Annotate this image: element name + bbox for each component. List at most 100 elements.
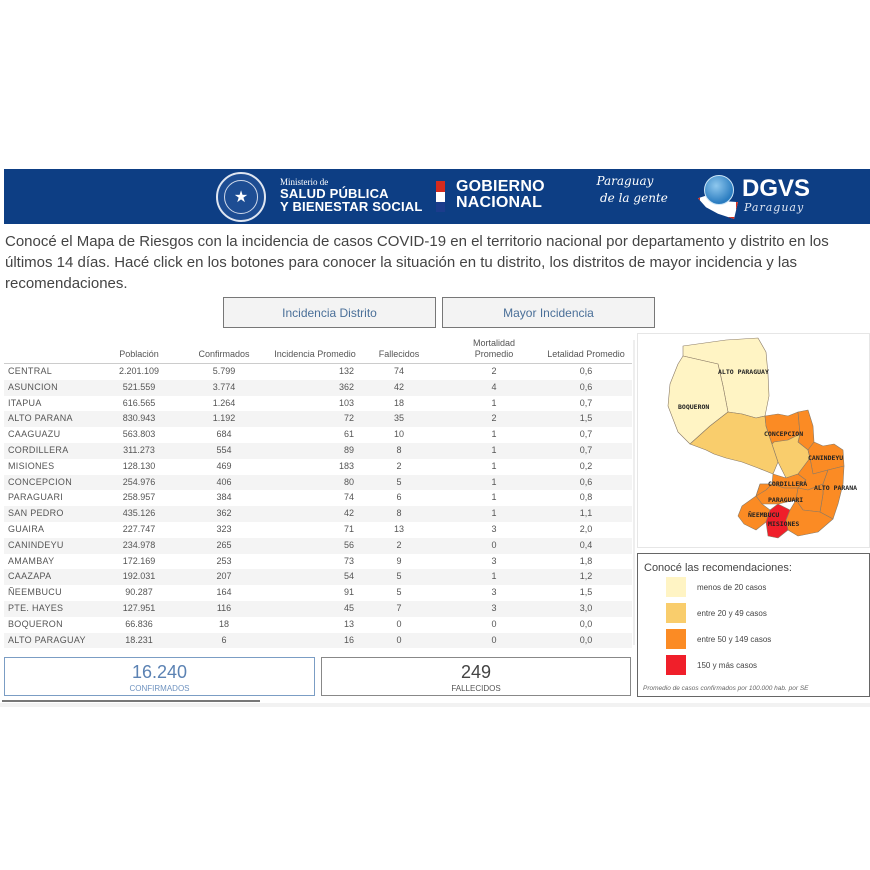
cell-fallecidos: 10 — [393, 429, 404, 440]
cell-incidencia: 89 — [343, 444, 354, 455]
cell-fallecidos: 9 — [396, 555, 402, 566]
cell-confirmados: 406 — [216, 476, 232, 487]
cell-mortalidad: 3 — [491, 523, 497, 534]
region-pte-hayes — [689, 411, 779, 475]
legend-swatch — [666, 577, 686, 597]
cell-confirmados: 116 — [216, 602, 232, 613]
cell-confirmados: 554 — [216, 444, 232, 455]
table-row[interactable]: ÑEEMBUCU 90.287 164 91 5 3 1,5 — [4, 585, 632, 601]
table-row[interactable]: CAAZAPA 192.031 207 54 5 1 1,2 — [4, 569, 632, 586]
risk-map[interactable]: ALTO PARAGUAY BOQUERON CONCEPCION CANIND… — [637, 333, 870, 548]
table-row[interactable]: ALTO PARANA 830.943 1.192 72 35 2 1,5 — [4, 411, 632, 428]
cell-confirmados: 469 — [216, 460, 232, 471]
cell-poblacion: 66.836 — [125, 618, 153, 629]
paraguay-map: ALTO PARAGUAY BOQUERON CONCEPCION CANIND… — [667, 337, 857, 539]
table-body: CENTRAL 2.201.109 5.799 132 74 2 0,6 ASUNCION 52… — [4, 364, 632, 649]
table-row[interactable]: PARAGUARI 258.957 384 74 6 1 0,8 — [4, 490, 632, 506]
cell-poblacion: 435.126 — [122, 508, 156, 519]
cell-confirmados: 684 — [216, 429, 232, 440]
table-row[interactable]: ALTO PARAGUAY 18.231 6 16 0 0 0,0 — [4, 632, 632, 649]
cell-fallecidos: 5 — [396, 571, 402, 582]
cell-poblacion: 830.943 — [122, 413, 156, 424]
table-row[interactable]: ASUNCION 521.559 3.774 362 42 4 0,6 — [4, 379, 632, 396]
cell-fallecidos: 2 — [396, 539, 402, 550]
legend-item-very-high[interactable]: 150 y más casos — [666, 655, 757, 675]
legend-swatch — [666, 603, 686, 623]
cell-department: PTE. HAYES — [8, 602, 64, 613]
cell-fallecidos: 8 — [396, 508, 402, 519]
table-row[interactable]: BOQUERON 66.836 18 13 0 0 0,0 — [4, 617, 632, 633]
table-row[interactable]: MISIONES 128.130 469 183 2 1 0,2 — [4, 459, 632, 475]
star-icon: ★ — [233, 189, 249, 206]
cell-mortalidad: 1 — [491, 429, 497, 440]
cell-mortalidad: 2 — [491, 366, 497, 376]
legend-note: Promedio de casos confirmados por 100.00… — [643, 685, 809, 692]
legend-item-low[interactable]: menos de 20 casos — [666, 577, 766, 597]
table-row[interactable]: CONCEPCION 254.976 406 80 5 1 0,6 — [4, 474, 632, 491]
dgvs-logo-text: DGVS — [742, 175, 811, 202]
cell-fallecidos: 74 — [393, 366, 404, 376]
map-label-alto-parana: ALTO PARANA — [814, 484, 857, 492]
cell-fallecidos: 5 — [396, 476, 402, 487]
map-label-boqueron: BOQUERON — [678, 403, 709, 411]
cell-department: ITAPUA — [8, 397, 42, 408]
cell-incidencia: 74 — [343, 492, 354, 503]
cell-incidencia: 13 — [343, 618, 354, 629]
cell-letalidad: 0,0 — [579, 618, 593, 629]
legend-label: 150 y más casos — [697, 660, 758, 670]
cell-poblacion: 172.169 — [122, 555, 156, 566]
cell-incidencia: 45 — [343, 602, 354, 613]
table-row[interactable]: SAN PEDRO 435.126 362 42 8 1 1,1 — [4, 506, 632, 522]
header-banner: ★ Ministerio de SALUD PÚBLICA Y BIENESTA… — [4, 169, 870, 224]
cell-poblacion: 18.231 — [125, 634, 153, 645]
table-row[interactable]: ITAPUA 616.565 1.264 103 18 1 0,7 — [4, 396, 632, 412]
table-row[interactable]: CAAGUAZU 563.803 684 61 10 1 0,7 — [4, 427, 632, 443]
header-fallecidos: Fallecidos — [378, 349, 420, 359]
cell-department: ASUNCION — [8, 381, 58, 392]
cell-confirmados: 384 — [216, 492, 232, 503]
cell-incidencia: 73 — [343, 555, 354, 566]
cell-fallecidos: 0 — [396, 634, 402, 645]
table-row[interactable]: CANINDEYU 234.978 265 56 2 0 0,4 — [4, 537, 632, 554]
cell-department: ALTO PARAGUAY — [8, 634, 86, 645]
legend-item-high[interactable]: entre 50 y 149 casos — [666, 629, 771, 649]
cell-confirmados: 1.264 — [212, 397, 236, 408]
table-vertical-scrollbar[interactable] — [633, 340, 635, 645]
map-label-misiones: MISIONES — [768, 520, 799, 528]
cell-poblacion: 563.803 — [122, 429, 156, 440]
cell-fallecidos: 5 — [396, 587, 402, 598]
map-label-cordillera: CORDILLERA — [768, 480, 807, 488]
table-row[interactable]: CENTRAL 2.201.109 5.799 132 74 2 0,6 — [4, 364, 632, 380]
map-label-neembucu: ÑEEMBUCU — [748, 510, 779, 519]
seal-ring — [224, 180, 258, 214]
legend-item-moderate[interactable]: entre 20 y 49 casos — [666, 603, 767, 623]
paraguay-flag-icon — [436, 181, 445, 212]
table-row[interactable]: CORDILLERA 311.273 554 89 8 1 0,7 — [4, 442, 632, 459]
cell-mortalidad: 0 — [491, 634, 497, 645]
horizontal-scroll-track — [0, 703, 870, 707]
cell-letalidad: 1,2 — [579, 571, 593, 582]
cell-department: PARAGUARI — [8, 492, 64, 503]
region-misiones — [765, 503, 791, 539]
cell-confirmados: 362 — [216, 508, 232, 519]
cell-confirmados: 207 — [216, 571, 232, 582]
cell-incidencia: 61 — [343, 429, 354, 440]
gobierno-nacional-logo: GOBIERNO NACIONAL — [456, 179, 545, 211]
cell-letalidad: 1,1 — [579, 508, 593, 519]
table-row[interactable]: AMAMBAY 172.169 253 73 9 3 1,8 — [4, 554, 632, 570]
table-row[interactable]: GUAIRA 227.747 323 71 13 3 2,0 — [4, 522, 632, 538]
recommendations-legend[interactable]: Conocé las recomendaciones: menos de 20 … — [637, 553, 870, 697]
legend-title: Conocé las recomendaciones: — [644, 562, 792, 574]
legend-swatch — [666, 629, 686, 649]
cell-department: CANINDEYU — [8, 539, 64, 550]
mayor-incidencia-button[interactable]: Mayor Incidencia — [442, 297, 655, 328]
cell-poblacion: 616.565 — [122, 397, 156, 408]
map-label-alto-paraguay: ALTO PARAGUAY — [718, 368, 769, 376]
horizontal-scrollbar[interactable] — [2, 700, 260, 702]
gobierno-line-2: NACIONAL — [456, 194, 543, 211]
table-row[interactable]: PTE. HAYES 127.951 116 45 7 3 3,0 — [4, 600, 632, 617]
incidencia-distrito-button[interactable]: Incidencia Distrito — [223, 297, 436, 328]
cell-letalidad: 0,2 — [579, 460, 593, 471]
confirmados-kpi: 16.240 CONFIRMADOS — [4, 657, 315, 696]
cell-letalidad: 0,4 — [579, 539, 593, 550]
